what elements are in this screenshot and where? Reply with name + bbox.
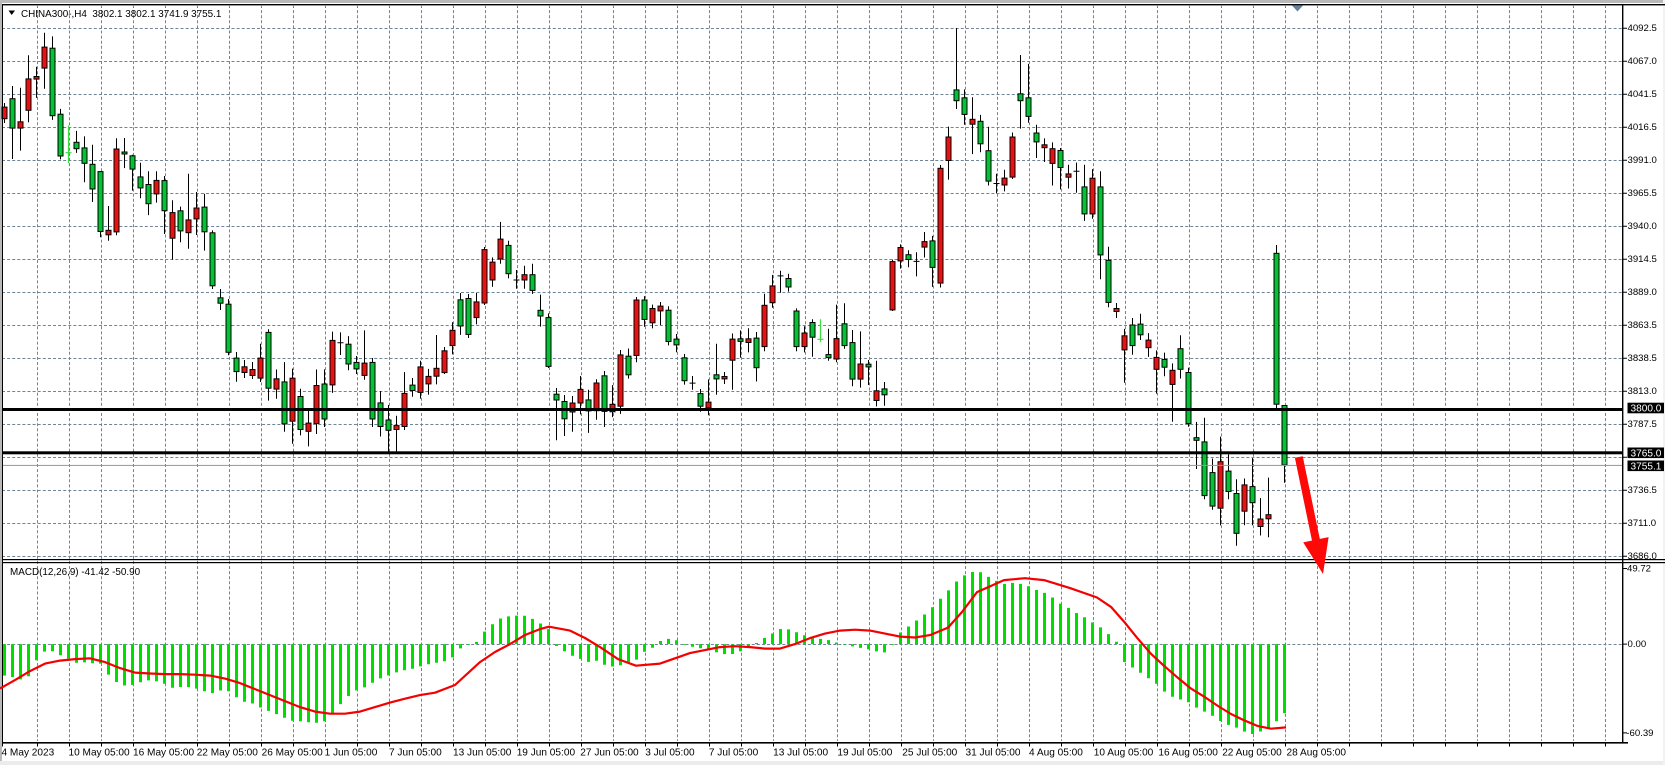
svg-text:25 Jul 05:00: 25 Jul 05:00 xyxy=(902,747,957,758)
svg-text:4 May 2023: 4 May 2023 xyxy=(2,747,55,758)
svg-text:3889.0: 3889.0 xyxy=(1628,287,1657,298)
svg-text:4 Aug 05:00: 4 Aug 05:00 xyxy=(1029,747,1083,758)
svg-text:3914.5: 3914.5 xyxy=(1628,254,1657,265)
svg-text:22 Aug 05:00: 22 Aug 05:00 xyxy=(1222,747,1282,758)
svg-text:22 May 05:00: 22 May 05:00 xyxy=(197,747,259,758)
svg-text:7 Jun 05:00: 7 Jun 05:00 xyxy=(389,747,442,758)
svg-text:3755.1: 3755.1 xyxy=(1631,461,1662,472)
svg-text:27 Jun 05:00: 27 Jun 05:00 xyxy=(580,747,639,758)
svg-text:19 Jun 05:00: 19 Jun 05:00 xyxy=(517,747,576,758)
svg-text:16 May 05:00: 16 May 05:00 xyxy=(133,747,195,758)
svg-text:28 Aug 05:00: 28 Aug 05:00 xyxy=(1287,747,1347,758)
svg-text:13 Jul 05:00: 13 Jul 05:00 xyxy=(773,747,828,758)
svg-text:4092.5: 4092.5 xyxy=(1628,23,1657,34)
svg-text:3965.5: 3965.5 xyxy=(1628,188,1657,199)
svg-text:10 May 05:00: 10 May 05:00 xyxy=(69,747,131,758)
svg-text:19 Jul 05:00: 19 Jul 05:00 xyxy=(837,747,892,758)
svg-text:4067.0: 4067.0 xyxy=(1628,56,1657,67)
svg-text:3813.0: 3813.0 xyxy=(1628,386,1657,397)
svg-text:3991.0: 3991.0 xyxy=(1628,155,1657,166)
svg-text:3 Jul 05:00: 3 Jul 05:00 xyxy=(645,747,695,758)
svg-text:16 Aug 05:00: 16 Aug 05:00 xyxy=(1158,747,1218,758)
svg-text:4016.5: 4016.5 xyxy=(1628,122,1657,133)
svg-text:4041.5: 4041.5 xyxy=(1628,89,1657,100)
svg-text:CHINA300-,H4 3802.1 3802.1 37: CHINA300-,H4 3802.1 3802.1 3741.9 3755.1 xyxy=(21,9,222,20)
svg-text:3765.0: 3765.0 xyxy=(1631,448,1662,459)
svg-text:26 May 05:00: 26 May 05:00 xyxy=(262,747,324,758)
svg-text:31 Jul 05:00: 31 Jul 05:00 xyxy=(966,747,1021,758)
svg-text:-60.39: -60.39 xyxy=(1626,728,1653,739)
svg-text:10 Aug 05:00: 10 Aug 05:00 xyxy=(1094,747,1154,758)
svg-text:3863.5: 3863.5 xyxy=(1628,320,1657,331)
svg-text:3940.0: 3940.0 xyxy=(1628,221,1657,232)
svg-text:7 Jul 05:00: 7 Jul 05:00 xyxy=(709,747,759,758)
svg-text:3787.5: 3787.5 xyxy=(1628,419,1657,430)
svg-text:49.72: 49.72 xyxy=(1627,564,1651,575)
svg-text:3838.5: 3838.5 xyxy=(1628,353,1657,364)
svg-text:0.00: 0.00 xyxy=(1628,639,1647,650)
svg-text:3686.0: 3686.0 xyxy=(1628,551,1657,562)
svg-text:MACD(12,26,9) -41.42 -50.90: MACD(12,26,9) -41.42 -50.90 xyxy=(10,567,141,578)
svg-text:13 Jun 05:00: 13 Jun 05:00 xyxy=(453,747,512,758)
svg-text:3800.0: 3800.0 xyxy=(1631,404,1662,415)
svg-text:3736.5: 3736.5 xyxy=(1628,485,1657,496)
svg-text:1 Jun 05:00: 1 Jun 05:00 xyxy=(325,747,378,758)
svg-text:3711.0: 3711.0 xyxy=(1628,518,1657,529)
